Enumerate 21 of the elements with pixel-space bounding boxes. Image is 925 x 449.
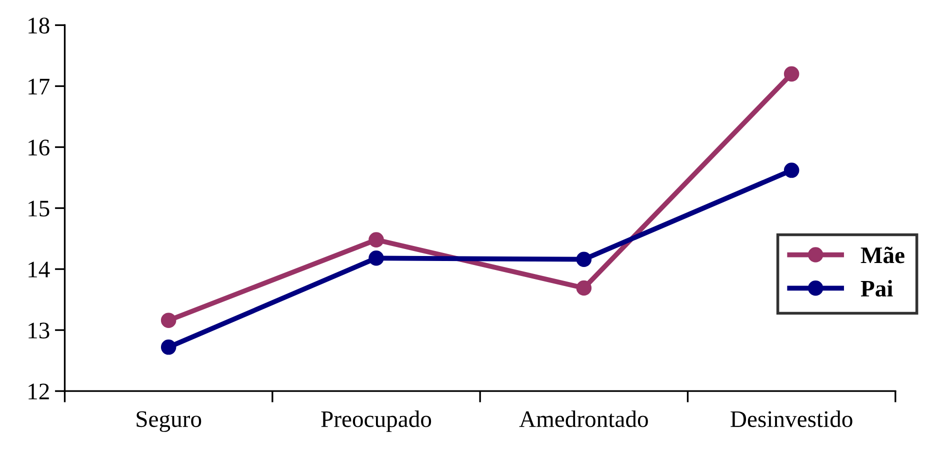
y-tick-label: 18: [28, 18, 50, 34]
point: [576, 280, 592, 296]
point: [784, 162, 800, 178]
y-tick-label: 13: [28, 322, 50, 339]
point: [576, 252, 592, 267]
x-tick-label: Amedrontado: [519, 410, 648, 428]
point: [784, 66, 800, 82]
y-tick-label: 16: [28, 140, 50, 156]
point: [368, 232, 384, 248]
y-tick-label: 12: [28, 384, 49, 400]
x-tick-label: Preocupado: [321, 410, 432, 432]
point: [160, 340, 176, 355]
legend-label: Mãe: [860, 246, 904, 264]
legend-label: Pai: [860, 280, 893, 297]
point: [160, 312, 176, 328]
y-tick-label: 17: [28, 78, 50, 94]
x-tick-label: Seguro: [136, 411, 202, 432]
y-tick-label: 15: [28, 200, 50, 217]
x-tick-label: Desinvestido: [730, 410, 852, 428]
y-tick-label: 14: [28, 262, 50, 278]
point: [368, 250, 384, 266]
